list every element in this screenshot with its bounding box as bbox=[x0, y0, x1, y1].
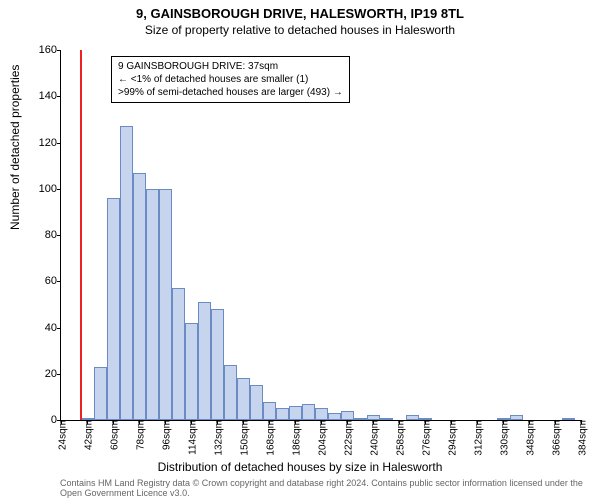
histogram-bar bbox=[497, 418, 510, 420]
histogram-bar bbox=[185, 323, 198, 420]
page-title: 9, GAINSBOROUGH DRIVE, HALESWORTH, IP19 … bbox=[0, 0, 600, 21]
x-tick-label: 42sqm bbox=[80, 420, 95, 450]
y-tick-label: 40 bbox=[27, 322, 61, 334]
histogram-bar bbox=[120, 126, 133, 420]
x-axis-label: Distribution of detached houses by size … bbox=[0, 460, 600, 474]
plot-area: 9 GAINSBOROUGH DRIVE: 37sqm ← <1% of det… bbox=[60, 50, 581, 421]
histogram-bar bbox=[419, 418, 432, 420]
x-tick-mark bbox=[191, 420, 192, 424]
x-tick-mark bbox=[87, 420, 88, 424]
y-tick-label: 120 bbox=[27, 137, 61, 149]
histogram-bar bbox=[315, 408, 328, 420]
x-tick-mark bbox=[425, 420, 426, 424]
y-tick-mark bbox=[57, 281, 61, 282]
histogram-bar bbox=[276, 408, 289, 420]
y-tick-mark bbox=[57, 235, 61, 236]
histogram-bar bbox=[94, 367, 107, 420]
x-tick-label: 240sqm bbox=[366, 420, 381, 456]
histogram-bar bbox=[198, 302, 211, 420]
x-tick-mark bbox=[503, 420, 504, 424]
page-subtitle: Size of property relative to detached ho… bbox=[0, 21, 600, 37]
x-tick-mark bbox=[295, 420, 296, 424]
y-tick-mark bbox=[57, 328, 61, 329]
annotation-line2: ← <1% of detached houses are smaller (1) bbox=[118, 73, 343, 86]
histogram-bar bbox=[211, 309, 224, 420]
x-tick-label: 366sqm bbox=[548, 420, 563, 456]
histogram-bar bbox=[81, 418, 94, 420]
x-tick-mark bbox=[451, 420, 452, 424]
histogram-bar bbox=[250, 385, 263, 420]
x-tick-label: 96sqm bbox=[158, 420, 173, 450]
x-tick-label: 276sqm bbox=[418, 420, 433, 456]
histogram-bar bbox=[263, 402, 276, 421]
x-tick-label: 312sqm bbox=[470, 420, 485, 456]
attribution-text: Contains HM Land Registry data © Crown c… bbox=[60, 478, 600, 498]
y-tick-mark bbox=[57, 50, 61, 51]
x-tick-mark bbox=[477, 420, 478, 424]
x-tick-mark bbox=[555, 420, 556, 424]
x-tick-mark bbox=[61, 420, 62, 424]
y-tick-label: 160 bbox=[27, 44, 61, 56]
y-tick-label: 140 bbox=[27, 90, 61, 102]
x-tick-label: 384sqm bbox=[574, 420, 589, 456]
x-tick-mark bbox=[347, 420, 348, 424]
histogram-bar bbox=[380, 418, 393, 420]
histogram-bar bbox=[237, 378, 250, 420]
x-tick-label: 114sqm bbox=[184, 420, 199, 455]
property-marker-line bbox=[80, 50, 82, 420]
histogram-bar bbox=[406, 415, 419, 420]
x-tick-mark bbox=[581, 420, 582, 424]
annotation-line3: >99% of semi-detached houses are larger … bbox=[118, 86, 343, 99]
annotation-box: 9 GAINSBOROUGH DRIVE: 37sqm ← <1% of det… bbox=[111, 56, 350, 103]
chart-container: 9, GAINSBOROUGH DRIVE, HALESWORTH, IP19 … bbox=[0, 0, 600, 500]
histogram-bar bbox=[510, 415, 523, 420]
y-tick-label: 100 bbox=[27, 183, 61, 195]
y-tick-label: 60 bbox=[27, 275, 61, 287]
x-tick-label: 186sqm bbox=[288, 420, 303, 456]
histogram-bar bbox=[562, 418, 575, 420]
x-tick-label: 132sqm bbox=[210, 420, 225, 456]
x-tick-mark bbox=[243, 420, 244, 424]
histogram-bar bbox=[328, 413, 341, 420]
x-tick-label: 258sqm bbox=[392, 420, 407, 456]
histogram-bar bbox=[302, 404, 315, 420]
histogram-bar bbox=[146, 189, 159, 420]
histogram-bar bbox=[172, 288, 185, 420]
x-tick-mark bbox=[321, 420, 322, 424]
y-tick-mark bbox=[57, 374, 61, 375]
histogram-bar bbox=[354, 418, 367, 420]
x-tick-label: 222sqm bbox=[340, 420, 355, 456]
histogram-bar bbox=[107, 198, 120, 420]
x-tick-mark bbox=[373, 420, 374, 424]
x-tick-mark bbox=[529, 420, 530, 424]
x-tick-label: 168sqm bbox=[262, 420, 277, 456]
x-tick-mark bbox=[139, 420, 140, 424]
x-tick-label: 330sqm bbox=[496, 420, 511, 456]
histogram-bar bbox=[367, 415, 380, 420]
x-tick-mark bbox=[217, 420, 218, 424]
y-axis-label: Number of detached properties bbox=[8, 65, 22, 230]
x-tick-mark bbox=[165, 420, 166, 424]
x-tick-mark bbox=[269, 420, 270, 424]
histogram-bar bbox=[159, 189, 172, 420]
x-tick-label: 348sqm bbox=[522, 420, 537, 456]
x-tick-label: 24sqm bbox=[54, 420, 69, 450]
y-tick-mark bbox=[57, 189, 61, 190]
histogram-bar bbox=[133, 173, 146, 420]
x-tick-label: 294sqm bbox=[444, 420, 459, 456]
y-tick-label: 80 bbox=[27, 229, 61, 241]
x-tick-label: 78sqm bbox=[132, 420, 147, 450]
x-tick-label: 204sqm bbox=[314, 420, 329, 456]
histogram-bar bbox=[341, 411, 354, 420]
histogram-bar bbox=[224, 365, 237, 421]
x-tick-label: 60sqm bbox=[106, 420, 121, 450]
y-tick-mark bbox=[57, 96, 61, 97]
annotation-line1: 9 GAINSBOROUGH DRIVE: 37sqm bbox=[118, 60, 343, 73]
x-tick-label: 150sqm bbox=[236, 420, 251, 456]
y-tick-mark bbox=[57, 143, 61, 144]
x-tick-mark bbox=[113, 420, 114, 424]
x-tick-mark bbox=[399, 420, 400, 424]
histogram-bar bbox=[289, 406, 302, 420]
y-tick-label: 20 bbox=[27, 368, 61, 380]
